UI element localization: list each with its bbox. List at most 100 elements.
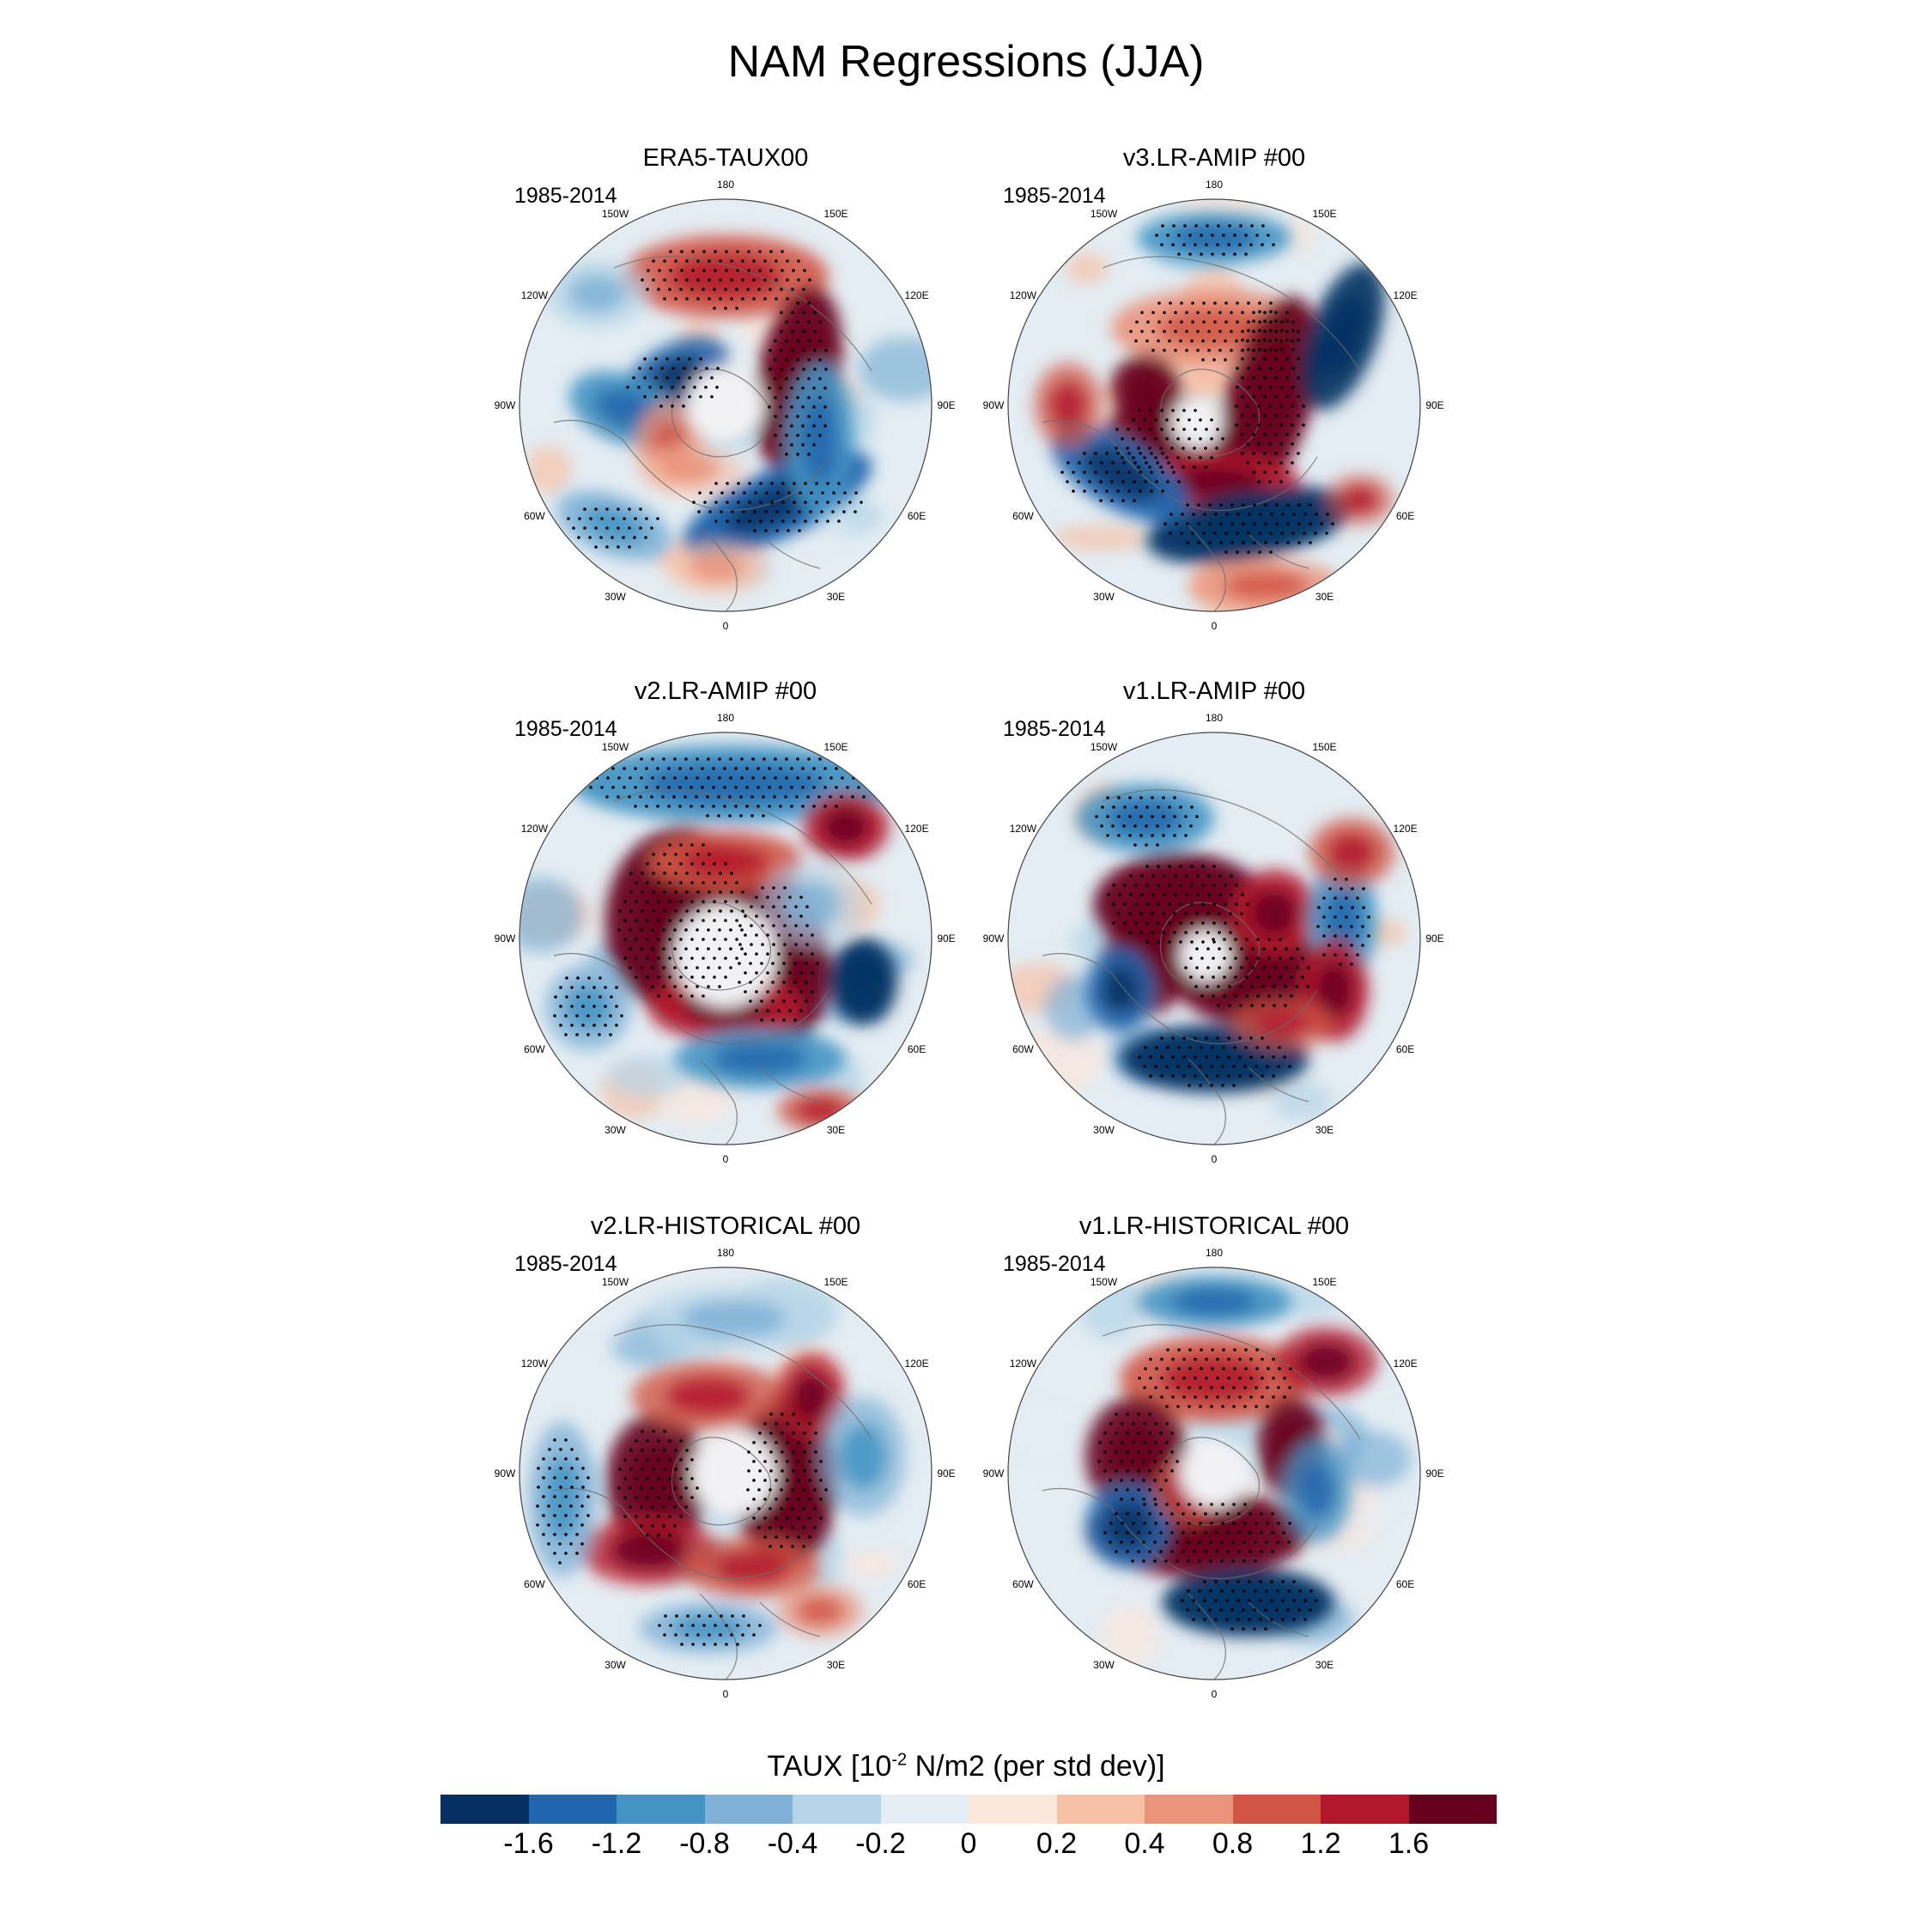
stipple-dot [1151, 931, 1154, 934]
stipple-dot [786, 1479, 789, 1482]
stipple-dot [1154, 1065, 1157, 1068]
stipple-dot [738, 924, 742, 927]
stipple-dot [1154, 1441, 1157, 1444]
stipple-dot [667, 805, 671, 808]
stipple-dot [1161, 471, 1164, 474]
stipple-dot [646, 288, 649, 291]
stipple-dot [788, 971, 792, 975]
stipple-dot [1109, 1441, 1113, 1444]
stipple-dot [734, 786, 738, 789]
stipple-dot [1200, 1348, 1203, 1352]
stipple-dot [1252, 319, 1255, 323]
stipple-dot [718, 928, 721, 932]
stipple-dot [1137, 1550, 1140, 1553]
stipple-dot [1281, 1618, 1285, 1621]
stipple-dot [744, 933, 747, 937]
stipple-dot [1236, 550, 1239, 554]
stipple-dot [781, 1469, 784, 1473]
stipple-dot [1297, 338, 1300, 342]
stipple-dot [719, 259, 722, 263]
stipple-dot [1250, 1004, 1254, 1007]
stipple-dot [1179, 805, 1182, 809]
stipple-dot [782, 1018, 786, 1022]
stipple-dot [1258, 386, 1261, 389]
stipple-dot [1218, 311, 1222, 314]
stipple-dot [1154, 456, 1157, 459]
stipple-dot [640, 966, 643, 969]
stipple-dot [1261, 1004, 1265, 1007]
stipple-dot [1194, 428, 1197, 431]
stipple-dot [664, 1614, 667, 1618]
stipple-dot [730, 890, 733, 894]
stipple-dot [1191, 320, 1194, 324]
stipple-dot [813, 330, 817, 333]
stipple-dot [623, 957, 627, 960]
stipple-dot [708, 853, 711, 856]
stipple-dot [640, 1524, 643, 1528]
stipple-dot [779, 386, 782, 390]
stipple-dot [663, 278, 666, 282]
stipple-dot [1210, 1503, 1213, 1506]
colorbar-tick-label: -0.2 [855, 1827, 906, 1860]
stipple-dot [768, 405, 771, 409]
colorbar-swatch [880, 1795, 969, 1824]
anomaly-core [568, 275, 625, 313]
stipple-dot [1171, 1074, 1175, 1078]
stipple-dot [696, 259, 700, 263]
stipple-dot [1236, 1618, 1240, 1621]
stipple-dot [1171, 1395, 1175, 1399]
stipple-dot [1203, 1580, 1206, 1583]
stipple-dot [1204, 465, 1207, 469]
stipple-dot [710, 395, 714, 398]
stipple-dot [657, 994, 660, 998]
stipple-dot [1233, 1046, 1236, 1049]
stipple-dot [749, 981, 752, 984]
stipple-dot [1261, 243, 1264, 246]
stipple-dot [1137, 465, 1140, 469]
stipple-dot [1252, 311, 1255, 314]
stipple-dot [798, 529, 801, 532]
stipple-dot [1177, 1367, 1181, 1370]
stipple-dot [758, 1624, 762, 1627]
stipple-dot [793, 981, 797, 984]
stipple-dot [760, 999, 763, 1003]
stipple-dot [820, 510, 823, 513]
stipple-dot [1115, 1512, 1118, 1516]
stipple-dot [564, 1495, 568, 1498]
stipple-dot [1228, 224, 1231, 228]
stipple-dot [1154, 1522, 1157, 1525]
stipple-dot [1227, 1036, 1230, 1040]
stipple-dot [1195, 947, 1199, 951]
coastline [1042, 789, 1361, 1145]
stipple-dot [1249, 1358, 1253, 1361]
stipple-dot [1128, 912, 1132, 915]
stipple-dot [1188, 1367, 1192, 1370]
stipple-dot [736, 250, 739, 253]
stipple-dot [1225, 1599, 1229, 1602]
stipple-dot [1164, 1540, 1168, 1544]
stipple-dot [663, 853, 666, 856]
stipple-dot [812, 424, 816, 428]
stipple-dot [1173, 931, 1176, 934]
stipple-dot [1298, 1589, 1302, 1593]
stipple-dot [1214, 1618, 1218, 1621]
stipple-dot [1238, 1358, 1242, 1361]
stipple-dot [735, 900, 738, 903]
stipple-dot [1148, 1413, 1151, 1416]
stipple-dot [776, 491, 780, 495]
stipple-dot [1212, 938, 1215, 941]
stipple-dot [661, 795, 665, 799]
stipple-dot [759, 519, 762, 523]
stipple-dot [1279, 480, 1283, 483]
stipple-dot [842, 510, 846, 513]
stipple-dot [641, 909, 644, 913]
stipple-dot [792, 1413, 795, 1416]
stipple-dot [783, 924, 787, 927]
stipple-dot [1258, 301, 1261, 305]
stipple-dot [679, 900, 683, 903]
longitude-label: 60E [907, 1042, 927, 1055]
stipple-dot [1151, 349, 1155, 352]
stipple-dot [1161, 224, 1164, 228]
stipple-dot [1201, 358, 1205, 361]
stipple-dot [1134, 921, 1138, 925]
